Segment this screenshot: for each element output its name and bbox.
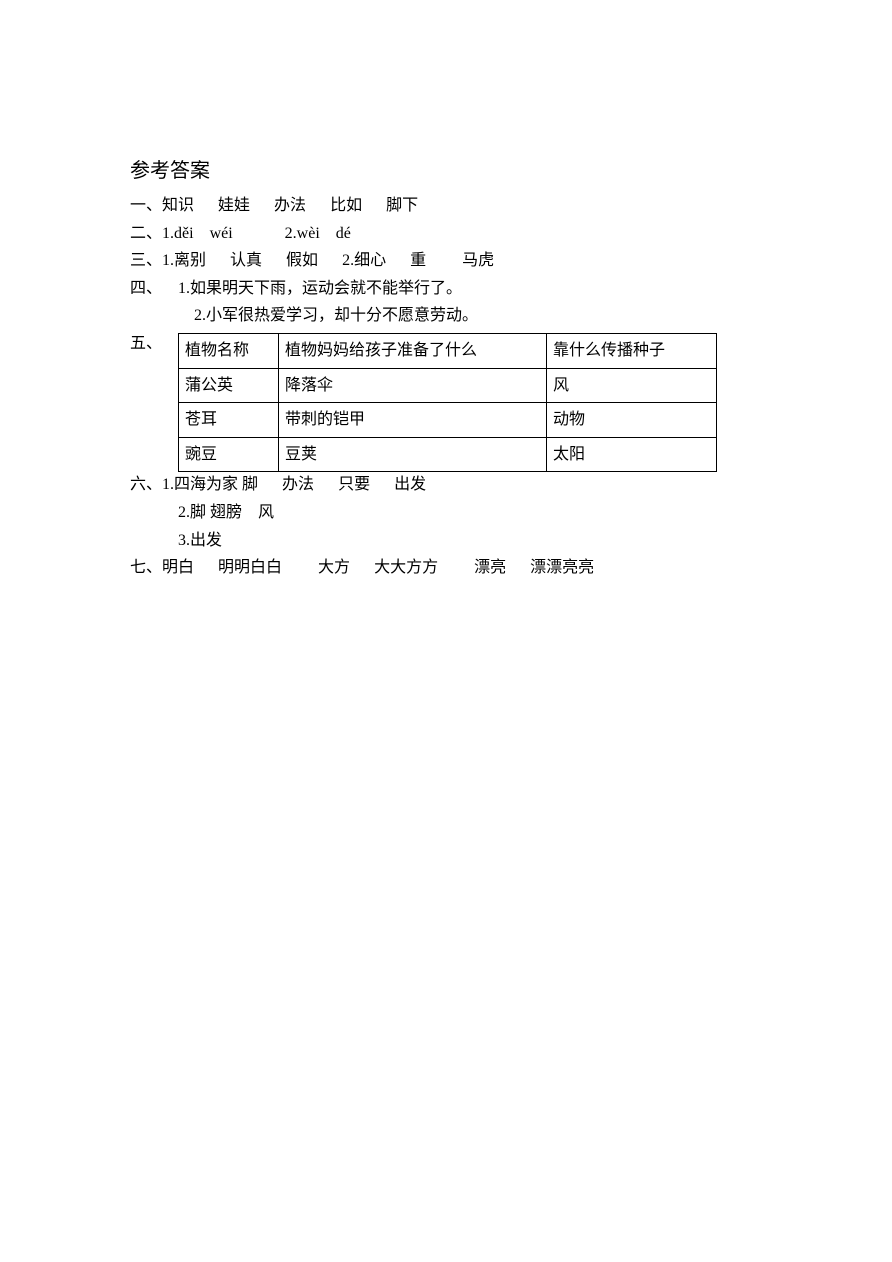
section-6-item3-text: 出发 [190, 532, 222, 549]
section-6-item: 脚 [190, 504, 206, 521]
table-cell: 降落伞 [279, 368, 547, 403]
section-3-part2-label: 2. [342, 252, 354, 269]
section-1-item: 知识 [162, 197, 194, 214]
section-6-line2: 2.脚 翅膀风 [130, 500, 762, 526]
section-2-part2-label: 2. [285, 225, 297, 242]
section-7-item: 大大方方 [374, 559, 438, 576]
section-6-item: 翅膀 [210, 504, 242, 521]
section-3-item: 认真 [230, 252, 262, 269]
section-6-line3: 3.出发 [130, 528, 762, 554]
section-4-line1: 四、 1.如果明天下雨，运动会就不能举行了。 [130, 276, 762, 302]
section-3-item: 细心 [354, 252, 386, 269]
table-cell: 动物 [547, 403, 717, 438]
table-cell: 苍耳 [179, 403, 279, 438]
section-7-item: 大方 [318, 559, 350, 576]
table-cell: 风 [547, 368, 717, 403]
section-5: 五、 植物名称 植物妈妈给孩子准备了什么 靠什么传播种子 蒲公英 降落伞 风 苍… [130, 331, 762, 472]
section-6-item2-label: 2. [178, 504, 190, 521]
section-7: 七、明白 明明白白 大方 大大方方 漂亮 漂漂亮亮 [130, 555, 762, 581]
section-7-item: 漂亮 [474, 559, 506, 576]
section-4-item2-text: 小军很热爱学习，却十分不愿意劳动。 [206, 307, 478, 324]
section-4-line2: 2.小军很热爱学习，却十分不愿意劳动。 [130, 303, 762, 329]
section-1-item: 比如 [330, 197, 362, 214]
section-2-item: děi [174, 225, 194, 242]
section-2-item: wèi [297, 225, 320, 242]
table-header: 植物妈妈给孩子准备了什么 [279, 333, 547, 368]
section-7-item: 明明白白 [218, 559, 282, 576]
section-3-item: 重 [410, 252, 426, 269]
table-row: 蒲公英 降落伞 风 [179, 368, 717, 403]
section-3-item: 离别 [174, 252, 206, 269]
section-6-item: 四海为家 [174, 476, 238, 493]
section-1-item: 脚下 [386, 197, 418, 214]
section-6-item3-label: 3. [178, 532, 190, 549]
table-cell: 蒲公英 [179, 368, 279, 403]
section-4-label: 四、 [130, 280, 162, 297]
section-1-item: 娃娃 [218, 197, 250, 214]
section-1-label: 一、 [130, 197, 162, 214]
table-cell: 带刺的铠甲 [279, 403, 547, 438]
section-7-label: 七、 [130, 559, 162, 576]
section-2-part1-label: 1. [162, 225, 174, 242]
section-6-item: 风 [258, 504, 274, 521]
section-6-item: 出发 [394, 476, 426, 493]
table-cell: 太阳 [547, 437, 717, 472]
section-4-item2-label: 2. [194, 307, 206, 324]
section-6-item: 办法 [282, 476, 314, 493]
section-2-label: 二、 [130, 225, 162, 242]
table-cell: 豌豆 [179, 437, 279, 472]
section-6-label: 六、 [130, 476, 162, 493]
table-cell: 豆荚 [279, 437, 547, 472]
section-3-item: 马虎 [462, 252, 494, 269]
section-6-item1-label: 1. [162, 476, 174, 493]
table-row: 豌豆 豆荚 太阳 [179, 437, 717, 472]
table-row: 苍耳 带刺的铠甲 动物 [179, 403, 717, 438]
section-3-item: 假如 [286, 252, 318, 269]
section-3-part1-label: 1. [162, 252, 174, 269]
section-1-item: 办法 [274, 197, 306, 214]
plant-table: 植物名称 植物妈妈给孩子准备了什么 靠什么传播种子 蒲公英 降落伞 风 苍耳 带… [178, 333, 717, 472]
section-6-item: 只要 [338, 476, 370, 493]
section-1: 一、知识 娃娃 办法 比如 脚下 [130, 193, 762, 219]
section-2-item: dé [336, 225, 351, 242]
section-6-line1: 六、1.四海为家 脚 办法 只要 出发 [130, 472, 762, 498]
section-7-item: 明白 [162, 559, 194, 576]
document-title: 参考答案 [130, 155, 762, 187]
table-row: 植物名称 植物妈妈给孩子准备了什么 靠什么传播种子 [179, 333, 717, 368]
section-4-item1-label: 1. [178, 280, 190, 297]
section-2: 二、1.děiwéi 2.wèidé [130, 221, 762, 247]
section-7-item: 漂漂亮亮 [530, 559, 594, 576]
section-2-item: wéi [210, 225, 233, 242]
table-header: 植物名称 [179, 333, 279, 368]
section-4-item1-text: 如果明天下雨，运动会就不能举行了。 [190, 280, 462, 297]
section-6-item: 脚 [242, 476, 258, 493]
section-3: 三、1.离别 认真 假如 2.细心 重 马虎 [130, 248, 762, 274]
table-header: 靠什么传播种子 [547, 333, 717, 368]
section-3-label: 三、 [130, 252, 162, 269]
section-5-label: 五、 [130, 331, 178, 357]
